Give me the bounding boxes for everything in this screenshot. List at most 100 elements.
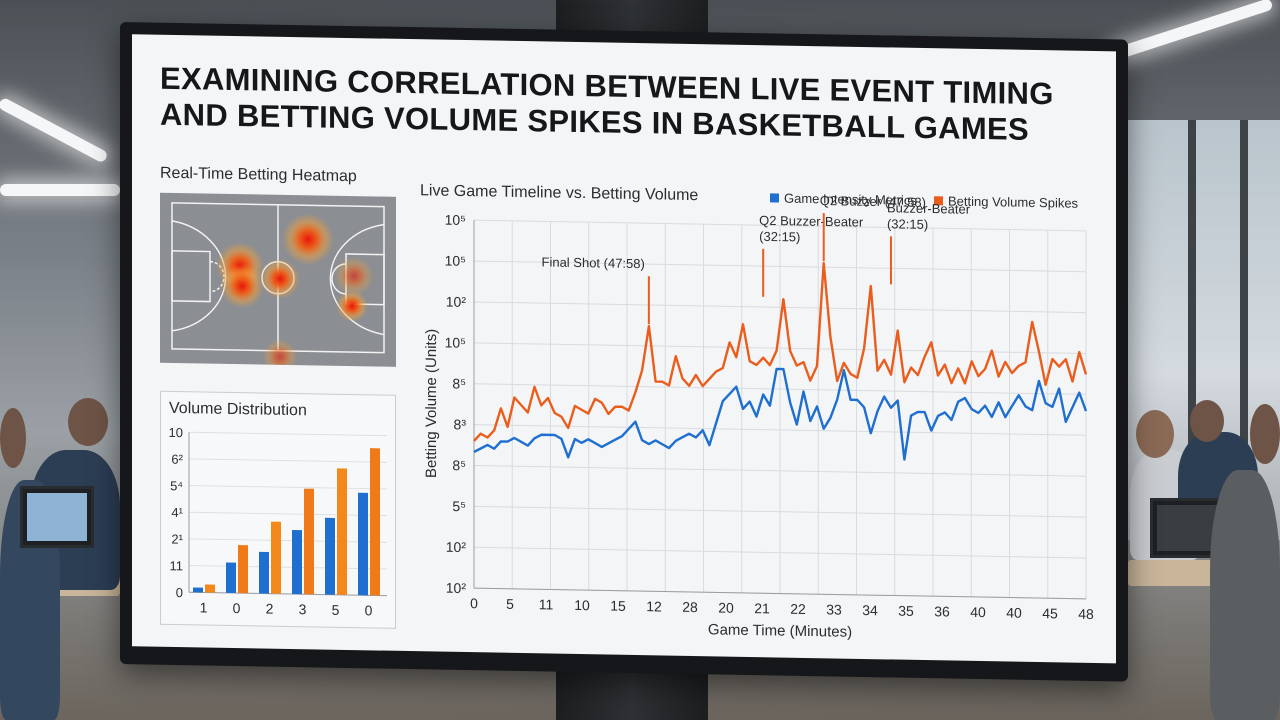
- bar-grid-line: [189, 431, 387, 437]
- bar-x-tick-label: 3: [299, 601, 307, 617]
- heat-spot: [334, 256, 374, 297]
- annotation-label: Final Shot (47:58): [542, 254, 645, 271]
- heat-spot: [336, 290, 368, 323]
- bar-grid-line: [189, 511, 387, 517]
- timeline-title: Live Game Timeline vs. Betting Volume: [420, 182, 698, 204]
- bar-y-tick-label: 11: [170, 558, 183, 573]
- bar-x-tick-label: 2: [266, 601, 274, 617]
- office-person-head: [1190, 400, 1224, 442]
- bar-orange: [238, 545, 248, 594]
- wall-monitor: EXAMINING CORRELATION BETWEEN LIVE EVENT…: [120, 22, 1128, 682]
- y-tick-label: 8³: [454, 416, 467, 432]
- legend-label-spikes: Betting Volume Spikes: [948, 193, 1079, 210]
- betting-heatmap: [160, 192, 396, 375]
- laptop: [20, 486, 94, 548]
- office-person-head: [68, 398, 108, 446]
- grid-line-horizontal: [474, 342, 1086, 355]
- office-person-head: [0, 408, 26, 468]
- bar-blue: [226, 562, 236, 594]
- grid-line-horizontal: [474, 465, 1086, 477]
- x-tick-label: 40: [970, 604, 986, 620]
- grid-line-horizontal: [474, 301, 1086, 314]
- bar-x-tick-label: 0: [365, 602, 373, 618]
- series-line-spikes: [473, 261, 1088, 442]
- grid-line-horizontal: [474, 219, 1086, 232]
- legend-swatch-spikes: [934, 196, 943, 206]
- x-tick-label: 5: [506, 596, 514, 612]
- basketball-court: [171, 202, 385, 375]
- bar-grid-line: [189, 485, 387, 490]
- bar-y-tick-label: 0: [176, 585, 183, 600]
- bar-orange: [370, 448, 380, 596]
- bar-blue: [358, 492, 368, 596]
- x-tick-label: 28: [682, 599, 698, 615]
- legend-label-intensity: Game Intensity Metrics: [784, 191, 917, 208]
- bar-blue: [325, 517, 335, 595]
- bar-y-tick-label: 5⁴: [170, 478, 183, 493]
- y-tick-label: 10²: [446, 580, 467, 596]
- volume-distribution-panel: Volume Distribution 10 6² 5⁴ 4¹ 2¹ 11 0 1 0 2 3 5 0: [160, 390, 396, 629]
- timeline-chart: Live Game Timeline vs. Betting Volume Gam…: [420, 182, 1094, 641]
- bar-orange: [205, 584, 215, 593]
- annotation-label: Buzzer-Beater: [887, 200, 971, 216]
- office-person-head: [1136, 410, 1174, 458]
- bar-blue: [193, 587, 203, 593]
- x-tick-label: 10: [574, 597, 590, 613]
- heatmap-label: Real-Time Betting Heatmap: [160, 164, 357, 186]
- x-tick-label: 20: [718, 599, 734, 615]
- y-axis-title: Betting Volume (Units): [423, 329, 440, 479]
- heat-spot: [262, 338, 298, 375]
- heat-spot: [282, 213, 334, 266]
- bar-x-tick-label: 1: [200, 599, 208, 615]
- x-tick-label: 15: [610, 598, 626, 614]
- x-tick-label: 36: [934, 603, 950, 619]
- bar-y-tick-label: 4¹: [171, 505, 183, 520]
- bar-x-axis: [189, 591, 387, 597]
- grid-line-horizontal: [474, 546, 1086, 559]
- x-axis: [474, 587, 1086, 600]
- x-tick-label: 21: [754, 600, 770, 616]
- x-tick-label: 0: [470, 595, 478, 611]
- x-tick-label: 40: [1006, 604, 1022, 620]
- page-title: EXAMINING CORRELATION BETWEEN LIVE EVENT…: [160, 61, 1060, 149]
- series-line-intensity: [473, 367, 1088, 461]
- annotation-label: Q2 Buzzer-Beater: [759, 213, 864, 230]
- y-tick-label: 10²: [446, 293, 467, 309]
- y-tick-label: 5⁵: [452, 498, 466, 514]
- annotation-label: Q2 Buzzer (47:58): [820, 193, 926, 210]
- heat-spot: [260, 258, 300, 299]
- grid-line-horizontal: [474, 260, 1086, 273]
- annotation-label: (32:15): [887, 216, 928, 232]
- office-person: [1210, 470, 1280, 720]
- annotation-label: (32:15): [759, 229, 800, 245]
- bar-grid-line: [189, 538, 387, 543]
- x-tick-label: 45: [1042, 605, 1058, 621]
- bar-blue: [292, 530, 302, 595]
- y-tick-label: 10⁵: [445, 334, 466, 350]
- bar-blue: [259, 551, 269, 594]
- grid-line-horizontal: [474, 383, 1086, 395]
- grid-line-horizontal: [474, 424, 1086, 436]
- heat-spot: [220, 264, 264, 309]
- x-tick-label: 12: [646, 598, 662, 614]
- y-tick-label: 10²: [446, 539, 467, 555]
- x-axis-title: Game Time (Minutes): [708, 621, 852, 641]
- volume-distribution-label: Volume Distribution: [169, 399, 307, 420]
- bar-y-tick-label: 6²: [171, 452, 183, 467]
- x-tick-label: 11: [539, 596, 554, 612]
- bar-y-tick-label: 10: [169, 425, 183, 440]
- y-tick-label: 8⁵: [452, 457, 466, 473]
- bar-orange: [337, 468, 347, 595]
- legend-swatch-intensity: [770, 193, 779, 203]
- x-tick-label: 35: [898, 603, 914, 619]
- x-tick-label: 48: [1078, 606, 1094, 622]
- bar-x-tick-label: 5: [332, 602, 340, 618]
- bar-orange: [304, 488, 314, 595]
- x-tick-label: 33: [826, 601, 842, 617]
- office-person-head: [1250, 404, 1280, 464]
- bar-y-tick-label: 2¹: [171, 532, 183, 547]
- y-tick-label: 8⁵: [452, 375, 466, 391]
- bar-grid-line: [189, 565, 387, 570]
- grid-line-horizontal: [474, 505, 1086, 518]
